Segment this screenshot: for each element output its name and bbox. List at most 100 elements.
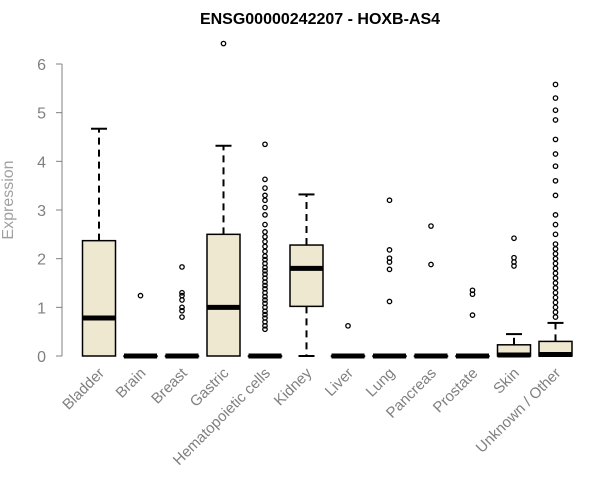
outlier-point [552,231,559,238]
outlier-point [552,280,559,286]
outlier-point [552,177,559,184]
outlier-point [386,255,393,262]
y-tick-label: 4 [37,154,46,171]
outlier-point [552,270,559,277]
outlier-point [552,275,559,281]
box-iqr [81,239,117,357]
x-tick-label: Lung [363,365,399,401]
outlier-point [552,95,559,101]
x-tick-label: Skin [490,365,523,398]
x-tick-label: Prostate [430,365,482,417]
outlier-point [552,265,559,272]
outlier-point [386,266,393,273]
x-tick-label: Liver [322,365,357,400]
outlier-point [262,248,268,255]
outlier-point [262,229,268,235]
outlier-point [262,285,268,292]
box-prostate [455,287,490,359]
outlier-point [386,298,393,305]
x-tick-label: Breast [148,364,191,407]
y-tick-label: 1 [37,300,46,317]
outlier-point [552,289,559,296]
box-breast [164,264,200,359]
outlier-point [552,246,559,252]
x-tick-label: Bladder [59,365,108,414]
outlier-point [179,304,185,311]
outlier-point [262,282,268,289]
outlier-point [552,221,559,228]
x-tick-label: Kidney [271,364,316,409]
box-bladder [81,127,117,357]
outlier-point [552,299,559,306]
outlier-point [179,307,185,314]
outlier-point [552,151,559,157]
outlier-point [511,254,517,261]
outlier-point [262,204,268,211]
outlier-point [262,233,268,240]
outlier-point [262,256,268,263]
outlier-point [262,315,268,321]
box-skin [496,235,532,358]
outlier-point [428,223,434,229]
x-tick-label: Brain [113,365,150,402]
box-hematopoietic-cells [247,141,283,359]
outlier-point [345,322,351,329]
box-iqr [206,233,241,357]
y-tick-label: 0 [37,349,46,366]
outlier-point [469,287,476,294]
outlier-point [552,304,559,311]
outlier-point [262,176,268,183]
outlier-point [220,40,227,47]
chart-title: ENSG00000242207 - HOXB-AS4 [200,11,440,28]
outlier-point [552,81,559,88]
outlier-point [262,185,268,191]
outlier-point [137,292,144,299]
outlier-point [262,243,268,250]
outlier-point [469,312,476,318]
outlier-point [262,238,268,245]
box-series [81,40,573,359]
outlier-point [552,212,559,218]
outlier-point [179,314,185,320]
box-pancreas [413,223,449,359]
outlier-point [511,235,517,242]
outlier-point [552,192,559,199]
outlier-point [552,107,559,114]
box-brain [123,292,158,359]
outlier-point [552,241,559,247]
outlier-point [179,289,185,296]
y-axis: 0 1 2 3 4 5 6 [37,57,63,366]
outlier-point [262,192,268,199]
outlier-point [262,297,268,303]
outlier-point [552,255,559,262]
box-kidney [289,193,324,357]
box-iqr [289,244,324,308]
outlier-point [552,314,559,320]
outlier-point [262,311,268,318]
y-tick-label: 3 [37,203,46,220]
outlier-point [428,261,434,268]
outlier-point [262,267,268,274]
outlier-point [552,309,559,316]
outlier-point [262,326,268,333]
outlier-point [386,197,393,204]
outlier-point [262,141,268,148]
outlier-point [552,136,559,143]
outlier-point [552,260,559,267]
y-tick-label: 5 [37,106,46,123]
outlier-point [552,294,559,301]
outlier-point [262,221,268,228]
box-unknown-other [538,81,573,358]
box-liver [330,322,366,359]
box-lung [372,197,407,359]
outlier-point [262,212,268,218]
outlier-point [262,300,268,307]
outlier-point [179,292,185,299]
outlier-point [552,250,559,257]
y-tick-label: 2 [37,252,46,269]
outlier-point [552,163,559,170]
y-axis-title: Expression [0,160,17,239]
outlier-point [552,285,559,291]
